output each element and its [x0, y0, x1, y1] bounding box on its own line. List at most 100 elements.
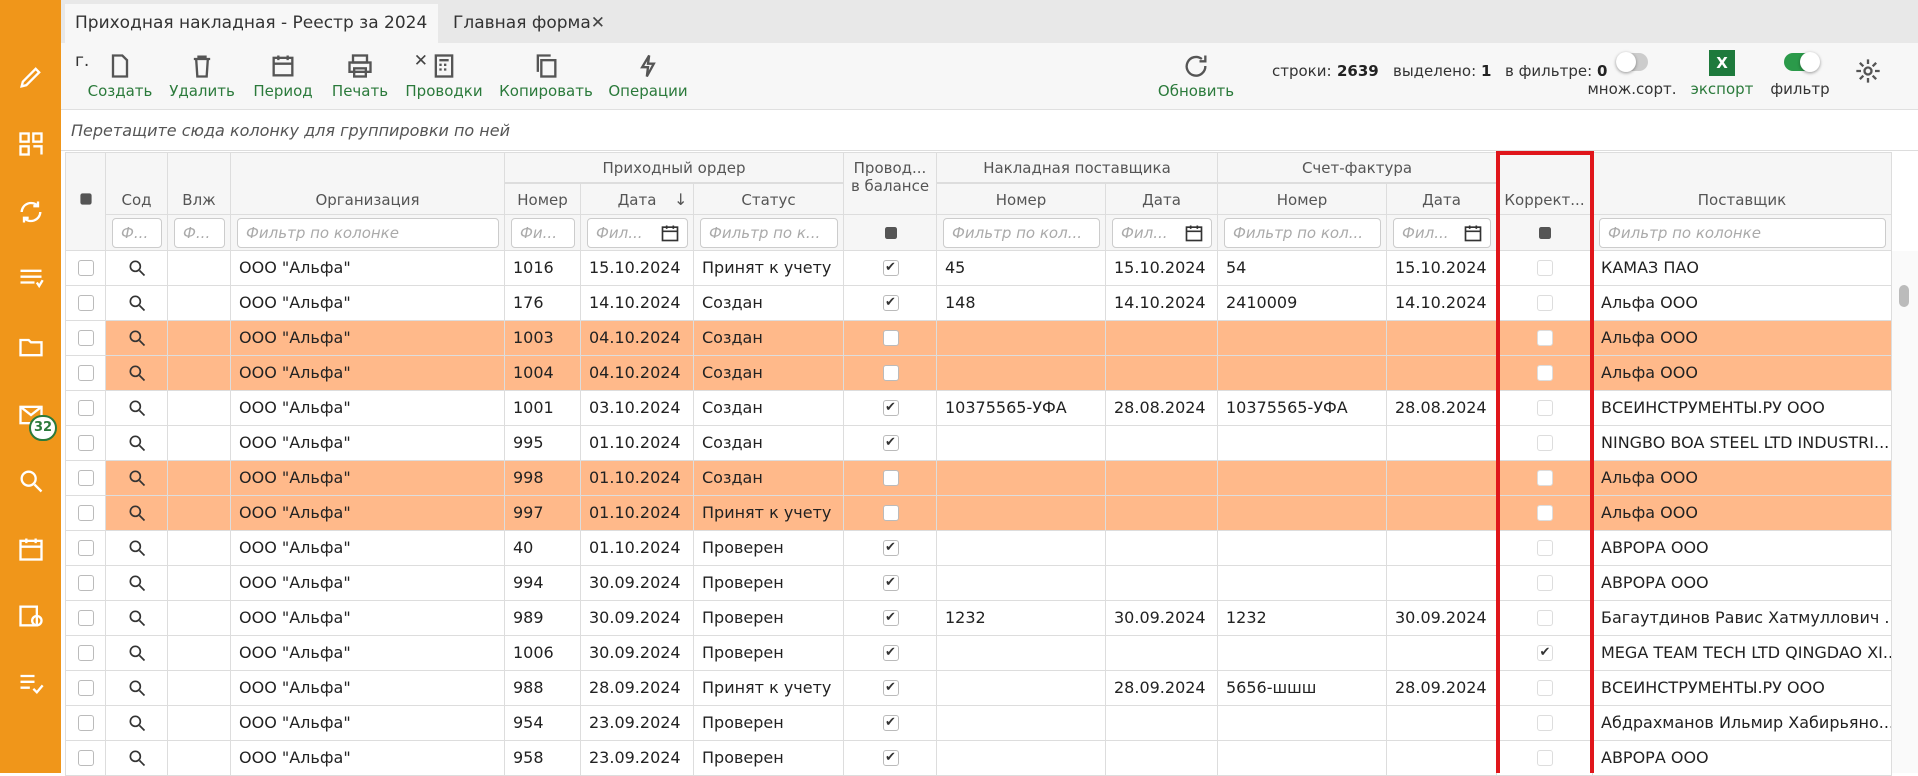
column-filter[interactable]: Ф...: [112, 218, 162, 248]
view-button[interactable]: [127, 748, 147, 768]
row-checkbox[interactable]: [78, 330, 94, 346]
view-button[interactable]: [127, 258, 147, 278]
view-button[interactable]: [127, 328, 147, 348]
row-checkbox[interactable]: [78, 365, 94, 381]
view-button[interactable]: [127, 713, 147, 733]
view-button[interactable]: [127, 293, 147, 313]
cell: 15.10.2024: [581, 251, 694, 286]
cell: 10375565-УФА: [1218, 391, 1387, 426]
view-button[interactable]: [127, 538, 147, 558]
column-filter[interactable]: Фи...: [511, 218, 575, 248]
toolbar-button[interactable]: Операции: [608, 82, 688, 100]
column-header[interactable]: Сод: [106, 152, 168, 215]
column-filter[interactable]: Фильтр по к...: [700, 218, 838, 248]
column-header[interactable]: Дата: [581, 183, 694, 215]
row-checkbox[interactable]: [78, 610, 94, 626]
filter-checkbox[interactable]: [884, 227, 897, 239]
view-button[interactable]: [127, 363, 147, 383]
column-filter[interactable]: Фильтр по кол...: [943, 218, 1100, 248]
column-header[interactable]: Номер: [505, 183, 581, 215]
column-header[interactable]: Номер: [937, 183, 1106, 215]
column-filter[interactable]: Ф...: [174, 218, 225, 248]
header-checkbox[interactable]: [80, 193, 92, 205]
toggle[interactable]: [1784, 52, 1820, 72]
attach-cell: [168, 671, 231, 706]
column-header[interactable]: Номер: [1218, 183, 1387, 215]
row-checkbox[interactable]: [78, 435, 94, 451]
filter-checkbox[interactable]: [1539, 227, 1551, 239]
column-header[interactable]: Дата: [1387, 183, 1497, 215]
tab[interactable]: Приходная накладная - Реестр за 2024 г. ✕: [65, 4, 438, 71]
cell: 30.09.2024: [1387, 601, 1497, 636]
row-checkbox[interactable]: [78, 260, 94, 276]
toggle[interactable]: [1616, 52, 1648, 72]
cell: Принят к учету: [694, 496, 844, 531]
view-button[interactable]: [127, 643, 147, 663]
cell: ООО "Альфа": [231, 601, 505, 636]
cell: [1387, 741, 1497, 776]
row-checkbox[interactable]: [78, 470, 94, 486]
cell: Проверен: [694, 601, 844, 636]
toolbar-button[interactable]: Период: [253, 82, 313, 100]
column-header[interactable]: Статус: [694, 183, 844, 215]
posted-checkbox: ✔: [882, 645, 899, 661]
row-checkbox[interactable]: [78, 505, 94, 521]
row-checkbox[interactable]: [78, 295, 94, 311]
view-button[interactable]: [127, 398, 147, 418]
column-filter[interactable]: Фильтр по кол...: [1224, 218, 1381, 248]
row-checkbox[interactable]: [78, 680, 94, 696]
row-checkbox[interactable]: [78, 750, 94, 766]
toolbar-button[interactable]: Создать: [87, 82, 153, 100]
column-header[interactable]: Влж: [168, 152, 231, 215]
toolbar-button[interactable]: Копировать: [499, 82, 593, 100]
cell: 15.10.2024: [1106, 251, 1218, 286]
row-checkbox[interactable]: [78, 400, 94, 416]
row-checkbox[interactable]: [78, 645, 94, 661]
cell: [937, 461, 1106, 496]
row-select: [65, 741, 106, 776]
cell: [937, 356, 1106, 391]
posted-checkbox: ✔: [882, 540, 899, 556]
attach-cell: [168, 636, 231, 671]
cell: ВСЕИНСТРУМЕНТЫ.РУ ООО: [1593, 391, 1892, 426]
cell: [1497, 391, 1593, 426]
posted-checkbox: [882, 505, 899, 521]
column-header[interactable]: Дата: [1106, 183, 1218, 215]
scroll-thumb[interactable]: [1899, 285, 1909, 307]
toolbar-button[interactable]: Печать: [331, 82, 389, 100]
toolbar-button[interactable]: Обновить: [1157, 82, 1235, 100]
cell: [1387, 461, 1497, 496]
column-filter[interactable]: Фильтр по колонке: [237, 218, 499, 248]
column-header[interactable]: Поставщик: [1593, 152, 1892, 215]
view-button[interactable]: [127, 468, 147, 488]
cell: [844, 636, 937, 671]
column-header[interactable]: Коррект...: [1497, 152, 1593, 215]
view-button[interactable]: [127, 573, 147, 593]
view-button[interactable]: [127, 503, 147, 523]
column-header[interactable]: Провод... в балансе: [844, 152, 937, 215]
toolbar-button[interactable]: Удалить: [169, 82, 235, 100]
row-checkbox[interactable]: [78, 540, 94, 556]
cell: 1016: [505, 251, 581, 286]
tab-close[interactable]: ✕: [413, 51, 428, 71]
row-checkbox[interactable]: [78, 715, 94, 731]
column-header[interactable]: Организация: [231, 152, 505, 215]
row-checkbox[interactable]: [78, 575, 94, 591]
cell: [1387, 706, 1497, 741]
attach-cell: [168, 426, 231, 461]
cell: Альфа ООО: [1593, 356, 1892, 391]
tab-close[interactable]: ✕: [590, 13, 605, 33]
excel-icon[interactable]: X: [1709, 50, 1735, 76]
view-button[interactable]: [127, 433, 147, 453]
stat-label: строки:: [1272, 62, 1332, 80]
view-button[interactable]: [127, 608, 147, 628]
calendar-icon: [1463, 223, 1483, 243]
view-button[interactable]: [127, 678, 147, 698]
toolbar-button[interactable]: Проводки: [405, 82, 483, 100]
column-filter[interactable]: Фильтр по колонке: [1599, 218, 1886, 248]
cell: ООО "Альфа": [231, 461, 505, 496]
tab[interactable]: Главная форма ✕: [443, 4, 615, 43]
cell: 28.09.2024: [1106, 671, 1218, 706]
cell: 958: [505, 741, 581, 776]
cell: [844, 286, 937, 321]
